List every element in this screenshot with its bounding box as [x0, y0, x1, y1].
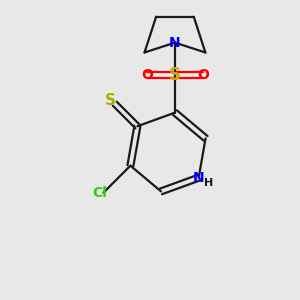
Text: Cl: Cl	[92, 186, 107, 200]
Text: H: H	[204, 178, 213, 188]
Text: O: O	[141, 68, 153, 82]
Text: N: N	[169, 36, 181, 50]
Text: S: S	[169, 66, 181, 84]
Text: O: O	[197, 68, 209, 82]
Text: N: N	[193, 171, 205, 185]
Text: S: S	[105, 93, 116, 108]
